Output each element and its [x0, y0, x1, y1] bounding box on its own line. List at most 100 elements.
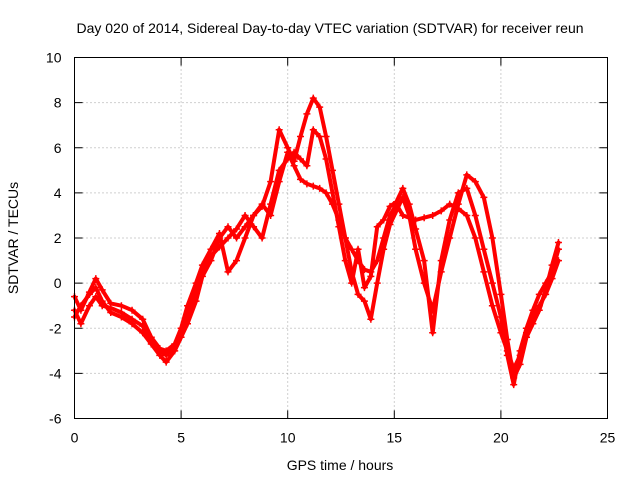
data-point — [535, 306, 543, 314]
data-point — [117, 308, 125, 316]
data-point — [198, 266, 206, 274]
data-point — [429, 211, 437, 219]
data-point — [420, 257, 428, 265]
data-point — [488, 279, 496, 287]
data-point — [224, 234, 232, 242]
data-point — [92, 275, 100, 283]
data-point — [241, 211, 249, 219]
data-point — [128, 306, 136, 314]
data-point — [471, 211, 479, 219]
data-point — [296, 155, 304, 163]
data-point — [341, 257, 349, 265]
data-point — [303, 180, 311, 188]
y-tick-label: -6 — [49, 411, 62, 427]
x-tick-label: 20 — [493, 430, 509, 446]
data-point — [192, 288, 200, 296]
data-point — [548, 268, 556, 276]
data-point — [386, 202, 394, 210]
data-point — [437, 207, 445, 215]
data-point — [392, 198, 400, 206]
data-point — [233, 257, 241, 265]
data-point — [367, 272, 375, 280]
data-point — [177, 329, 185, 337]
data-point — [380, 245, 388, 253]
data-point — [241, 223, 249, 231]
data-point — [207, 252, 215, 260]
data-point — [224, 268, 232, 276]
data-point — [309, 94, 317, 102]
data-point — [480, 193, 488, 201]
data-point — [92, 293, 100, 301]
data-point — [463, 211, 471, 219]
data-point — [275, 126, 283, 134]
data-point — [250, 211, 258, 219]
plot-frame — [74, 57, 608, 419]
data-point — [446, 216, 454, 224]
data-point — [183, 311, 191, 319]
data-point — [275, 166, 283, 174]
data-point — [480, 268, 488, 276]
data-point — [284, 144, 292, 152]
data-point — [316, 132, 324, 140]
x-tick-label: 10 — [280, 430, 296, 446]
x-tick-label: 15 — [387, 430, 403, 446]
data-point — [328, 189, 336, 197]
data-point — [354, 290, 362, 298]
data-point — [258, 234, 266, 242]
data-point — [233, 234, 241, 242]
data-point — [529, 306, 537, 314]
data-point — [354, 245, 362, 253]
data-point — [98, 286, 106, 294]
data-point — [290, 148, 298, 156]
series-group — [71, 94, 562, 389]
data-point — [373, 279, 381, 287]
data-point — [360, 284, 368, 292]
data-point — [360, 297, 368, 305]
y-tick-label: 10 — [46, 50, 62, 66]
data-point — [386, 220, 394, 228]
data-point — [412, 245, 420, 253]
data-point — [284, 155, 292, 163]
data-point — [296, 175, 304, 183]
data-point — [392, 207, 400, 215]
data-point — [405, 200, 413, 208]
data-point — [85, 290, 93, 298]
y-tick-label: 4 — [54, 185, 62, 201]
y-tick-label: -4 — [49, 365, 62, 381]
data-point — [303, 110, 311, 118]
data-point — [480, 245, 488, 253]
data-point — [77, 320, 85, 328]
data-point — [399, 211, 407, 219]
data-point — [258, 202, 266, 210]
x-tick-label: 25 — [600, 430, 616, 446]
data-point — [497, 290, 505, 298]
data-point — [139, 315, 147, 323]
data-point — [420, 214, 428, 222]
data-point — [107, 304, 115, 312]
series-line — [72, 127, 561, 387]
data-point — [335, 223, 343, 231]
data-point — [171, 342, 179, 350]
data-point — [463, 184, 471, 192]
data-point — [267, 178, 275, 186]
data-point — [316, 103, 324, 111]
data-point — [233, 225, 241, 233]
data-point — [529, 320, 537, 328]
data-point — [128, 315, 136, 323]
y-tick-label: 6 — [54, 140, 62, 156]
y-tick-label: 8 — [54, 95, 62, 111]
data-point — [156, 347, 164, 355]
series-track-3 — [71, 126, 562, 389]
data-point — [380, 216, 388, 224]
data-point — [488, 234, 496, 242]
y-axis-label: SDTVAR / TECUs — [5, 182, 21, 294]
data-point — [535, 290, 543, 298]
data-point — [267, 200, 275, 208]
data-point — [497, 313, 505, 321]
data-point — [322, 132, 330, 140]
y-tick-label: 0 — [54, 275, 62, 291]
x-tick-label: 5 — [177, 430, 185, 446]
data-point — [147, 338, 155, 346]
data-point — [309, 126, 317, 134]
